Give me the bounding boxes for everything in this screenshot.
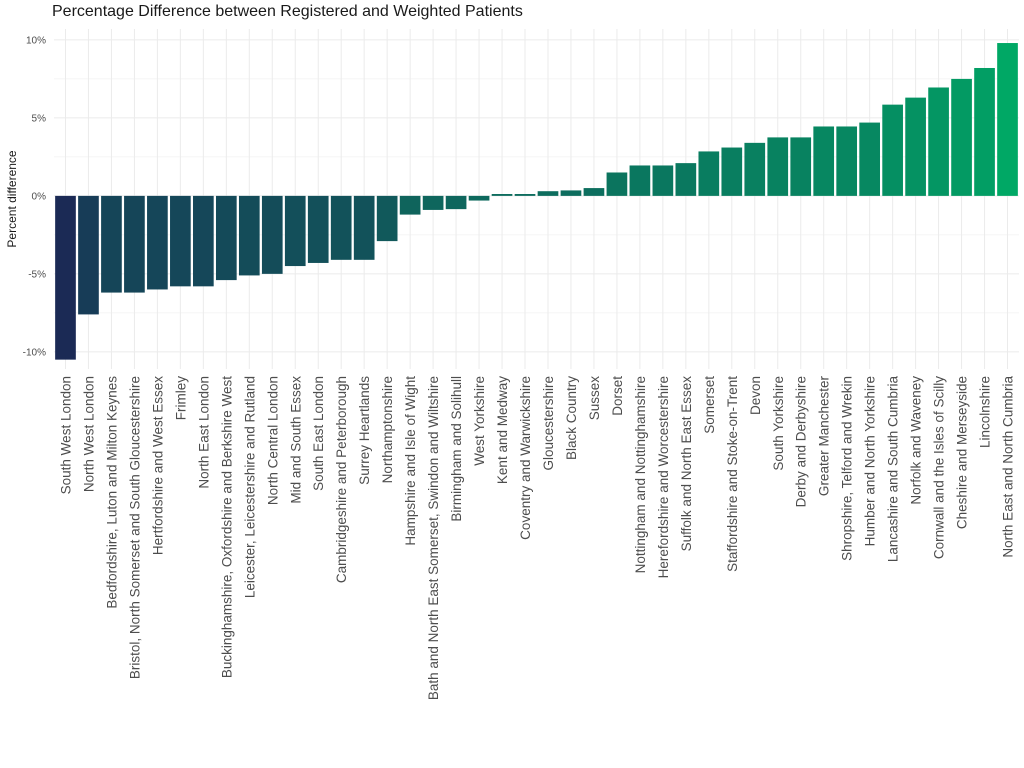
x-tick-label: North East London [196, 376, 211, 489]
bar [928, 87, 949, 196]
bar [445, 195, 467, 210]
bar [859, 122, 880, 196]
bar [951, 78, 972, 196]
bar [238, 195, 260, 276]
x-tick-label: Cornwall and the Isles of Scilly [932, 376, 947, 559]
bar [78, 195, 99, 315]
x-tick-label: Derby and Derbyshire [794, 376, 809, 507]
x-tick-label: Lancashire and South Cumbria [886, 376, 901, 563]
x-tick-label: Humber and North Yorkshire [863, 376, 878, 546]
x-tick-label: Cambridgeshire and Peterborough [334, 376, 349, 583]
x-tick-label: Sussex [587, 376, 602, 421]
bar [767, 137, 789, 196]
bar [905, 97, 926, 196]
x-tick-label: South West London [58, 376, 73, 494]
bar [675, 163, 697, 196]
bar [721, 147, 743, 196]
x-tick-label: Leicester, Leicestershire and Rutland [242, 376, 257, 598]
x-tick-label: Norfolk and Waveney [909, 376, 924, 505]
bar [307, 195, 329, 263]
bar [55, 195, 76, 360]
x-tick-label: Somerset [702, 376, 717, 434]
bar [491, 194, 513, 196]
y-tick-label: 0% [32, 191, 47, 202]
x-tick-label: Devon [748, 376, 763, 415]
x-tick-label: Buckinghamshire, Oxfordshire and Berkshi… [219, 376, 234, 678]
x-tick-label: Hampshire and Isle of Wight [403, 376, 418, 546]
x-tick-label: Frimley [173, 376, 188, 420]
x-tick-label: Gloucestershire [541, 376, 556, 471]
bar [882, 104, 903, 196]
x-tick-label: Dorset [610, 376, 625, 416]
x-tick-label: Black Country [564, 376, 579, 460]
bar [514, 194, 536, 196]
bar [353, 195, 375, 260]
bar [284, 195, 306, 267]
x-tick-label: Suffolk and North East Essex [679, 376, 694, 552]
x-tick-label: North Central London [265, 376, 280, 505]
x-tick-label: North East and North Cumbria [1001, 376, 1016, 558]
x-tick-label: Hertfordshire and West Essex [150, 376, 165, 555]
y-tick-label: -5% [28, 269, 46, 280]
bar [101, 195, 122, 293]
x-tick-label: Greater Manchester [817, 376, 832, 497]
x-tick-label: Lincolnshire [978, 376, 993, 448]
bar [974, 67, 995, 196]
bar [583, 188, 605, 196]
y-tick-label: 10% [26, 35, 46, 46]
x-tick-label: South Yorkshire [771, 376, 786, 471]
y-tick-label: 5% [32, 113, 47, 124]
bar [790, 137, 812, 196]
bar [836, 126, 858, 196]
x-tick-label: Northamptonshire [380, 376, 395, 483]
bar [193, 195, 214, 287]
x-tick-label: Staffordshire and Stoke-on-Trent [725, 376, 740, 572]
x-tick-label: South East London [311, 376, 326, 491]
bar [124, 195, 145, 293]
x-tick-label: Shropshire, Telford and Wrekin [840, 376, 855, 561]
x-tick-label: Coventry and Warwickshire [518, 376, 533, 540]
x-tick-label: Mid and South Essex [288, 376, 303, 504]
x-tick-label: Birmingham and Solihull [449, 376, 464, 522]
x-tick-label: Cheshire and Merseyside [955, 376, 970, 529]
bar [215, 195, 237, 281]
bar [813, 126, 835, 196]
x-axis-ticks: South West London North West London Bedfor… [58, 376, 1015, 701]
bar [652, 165, 674, 196]
bar [261, 195, 283, 274]
bar [606, 172, 628, 196]
bar [376, 195, 398, 242]
x-tick-label: Herefordshire and Worcestershire [656, 376, 671, 578]
x-tick-label: Bath and North East Somerset, Swindon an… [426, 376, 441, 700]
x-tick-label: Bristol, North Somerset and South Glouce… [127, 376, 142, 679]
bar [744, 142, 766, 196]
bar [468, 195, 490, 201]
bar [560, 190, 582, 196]
y-axis-ticks: -10% -5% 0% 5% 10% [23, 35, 46, 358]
bar [997, 43, 1018, 196]
bar [629, 165, 651, 196]
bar [698, 151, 720, 196]
x-tick-label: Bedfordshire, Luton and Milton Keynes [104, 376, 119, 609]
bar [170, 195, 191, 287]
bar [422, 195, 444, 210]
x-tick-label: Nottingham and Nottinghamshire [633, 376, 648, 573]
y-axis-title: Percent difference [5, 150, 19, 247]
x-tick-label: North West London [81, 376, 96, 492]
y-tick-label: -10% [23, 347, 46, 358]
bars [55, 43, 1018, 360]
chart-title: Percentage Difference between Registered… [52, 3, 523, 20]
x-tick-label: West Yorkshire [472, 376, 487, 466]
x-tick-label: Kent and Medway [495, 376, 510, 484]
bar [537, 191, 559, 196]
bar [330, 195, 352, 260]
bar [147, 195, 168, 290]
x-tick-label: Surrey Heartlands [357, 376, 372, 485]
bar [399, 195, 421, 215]
